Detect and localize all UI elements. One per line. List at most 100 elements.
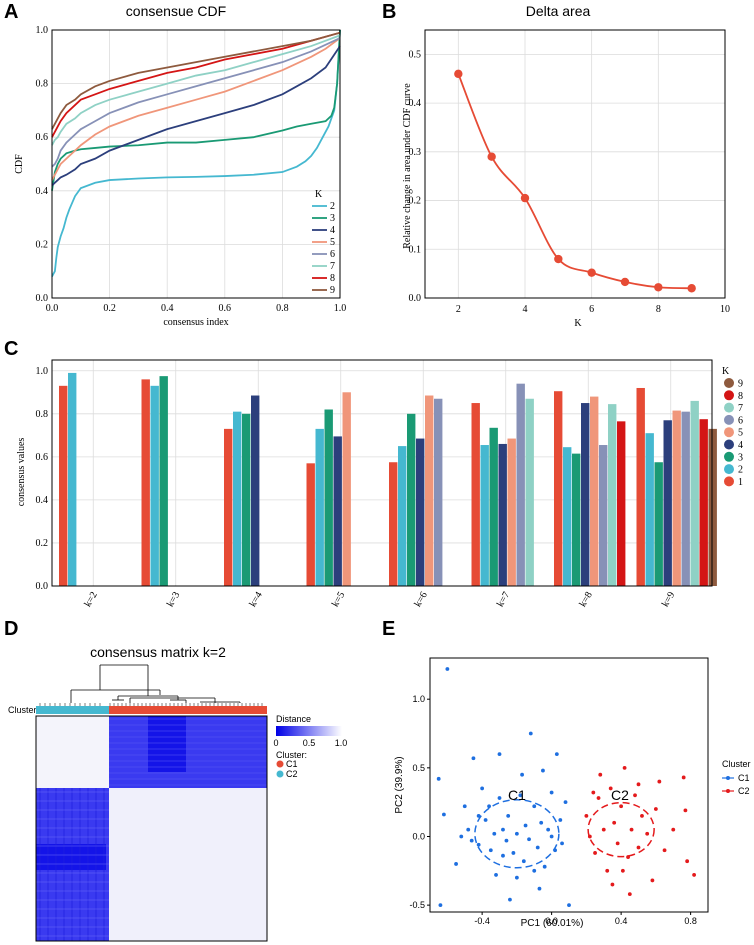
consensus-bar-k=8-cluster1 — [554, 391, 563, 586]
cdf-y-ticks: 0.0 0.2 0.4 0.6 0.8 1.0 — [36, 25, 49, 304]
consensus-legend-dot — [724, 427, 734, 438]
pca-point-c2 — [612, 820, 617, 825]
pca-y-tick: -0.5 — [409, 900, 425, 910]
consensus-bar-k=9-cluster3 — [654, 462, 663, 586]
pca-y-ticks: -0.5 0.0 0.5 1.0 — [409, 694, 430, 910]
pca-point-c1 — [542, 864, 547, 869]
pca-ellipse-c2 — [587, 801, 655, 858]
delta-point-k6 — [587, 268, 596, 277]
consensus-legend-dot — [724, 439, 734, 450]
consensus-legend-label: 1 — [738, 477, 743, 488]
consensus-bar-k=8-cluster8 — [617, 421, 626, 586]
cdf-legend-label: 3 — [330, 213, 335, 224]
delta-y-tick: 0.5 — [409, 49, 422, 60]
consensus-y-ticks: 0.0 0.2 0.4 0.6 0.8 1.0 — [36, 366, 49, 592]
consensus-bar-k=3-cluster3 — [159, 376, 168, 586]
delta-y-tick: 0.2 — [409, 196, 422, 207]
consensus-y-tick: 1.0 — [36, 366, 49, 377]
delta-ylabel: Relative change in area under CDF curve — [402, 83, 413, 249]
consensus-bar-k=7-cluster3 — [489, 427, 498, 586]
pca-point-c1 — [563, 800, 568, 805]
pca-point-c2 — [662, 848, 667, 853]
consensus-bar-k=8-cluster3 — [572, 453, 581, 586]
pca-point-c1 — [501, 827, 505, 832]
pca-ellipse-c1 — [474, 798, 560, 869]
delta-x-tick: 4 — [523, 304, 528, 315]
consensus-x-tick: k=2 — [83, 590, 100, 609]
pca-point-c1 — [532, 804, 537, 809]
pca-point-c1 — [504, 838, 509, 843]
pca-point-c2 — [681, 775, 686, 780]
delta-x-tick: 8 — [656, 304, 661, 315]
pca-chart: -0.4 0.0 0.4 0.8 -0.5 0.0 0.5 1.0 PC1 (60.01%)… — [394, 657, 751, 929]
pca-point-c1 — [436, 776, 441, 781]
consensus-bar-k=4-cluster2 — [233, 411, 242, 586]
pca-point-c2 — [685, 859, 690, 864]
pca-point-c2 — [636, 782, 641, 787]
pca-point-c2 — [596, 796, 601, 800]
cdf-line-k9 — [51, 31, 341, 130]
cdf-y-tick: 0.0 — [36, 293, 49, 304]
cdf-y-tick: 0.6 — [36, 132, 49, 143]
pca-points — [436, 667, 696, 908]
consensus-x-ticks: k=2 k=3 k=4 k=5 k=6 k=7 k=8 k=9 — [83, 590, 678, 609]
cdf-y-tick: 0.2 — [36, 239, 49, 250]
pca-frame — [429, 657, 709, 913]
pca-point-c1 — [497, 752, 502, 757]
pca-point-c2 — [633, 793, 637, 798]
consensus-ylabel: consensus values — [16, 438, 27, 507]
panel-c-label: C — [4, 338, 18, 360]
pca-point-c1 — [497, 796, 502, 800]
pca-ellipses — [474, 798, 655, 869]
pca-point-c1 — [520, 772, 524, 777]
consensus-bar-k=9-cluster2 — [645, 433, 654, 586]
panel-a-label: A — [4, 1, 18, 23]
consensus-bar-k=9-cluster1 — [636, 387, 645, 586]
pca-point-c1 — [558, 818, 563, 822]
cdf-line-k8 — [51, 31, 341, 138]
consensus-bar-k=2-cluster1 — [59, 385, 68, 586]
consensus-legend-dot — [724, 476, 734, 487]
pca-point-c2 — [671, 827, 676, 832]
consensus-bar-k=9-cluster7 — [690, 400, 699, 586]
consensus-bar-k=9-cluster5 — [672, 410, 681, 586]
consensus-chart: 0.0 0.2 0.4 0.6 0.8 1.0 k=2 k=3 k=4 k=5 k=6 k=7 k=8… — [16, 359, 743, 609]
cluster-legend-c1: C1 — [286, 759, 298, 769]
consensus-bar-k=5-cluster2 — [315, 428, 324, 586]
pca-point-c1 — [501, 853, 505, 858]
matrix-row-label: Cluster — [8, 705, 37, 715]
delta-y-tick: 0.3 — [409, 147, 422, 158]
delta-x-tick: 6 — [589, 304, 594, 315]
consensus-legend-dot — [724, 464, 734, 475]
pca-point-c2 — [605, 868, 610, 873]
cdf-line-k4 — [51, 45, 341, 187]
pca-point-c2 — [610, 882, 615, 887]
pca-point-c2 — [601, 827, 606, 832]
pca-x-ticks: -0.4 0.0 0.4 0.8 — [474, 912, 697, 926]
consensus-bar-k=4-cluster3 — [242, 413, 251, 586]
matrix-dendrogram — [39, 664, 263, 706]
delta-y-ticks: 0.0 0.1 0.2 0.3 0.4 0.5 — [409, 49, 422, 304]
consensus-legend-label: 8 — [738, 391, 743, 402]
pca-point-c2 — [653, 807, 658, 811]
consensus-legend-dot — [724, 451, 734, 462]
pca-point-c1 — [528, 731, 533, 736]
consensus-x-tick: k=4 — [248, 590, 265, 609]
pca-y-tick: 1.0 — [412, 694, 425, 704]
cdf-legend-title: K — [315, 189, 323, 200]
pca-label-c1: C1 — [508, 787, 526, 803]
consensus-bar-k=3-cluster1 — [141, 379, 150, 586]
pca-ylabel: PC2 (39.9%) — [394, 756, 405, 813]
heat-core-c1 — [148, 716, 186, 772]
pca-legend-c2-dot — [726, 789, 730, 793]
pca-legend: Cluster C1 C2 — [722, 759, 751, 796]
consensus-bar-k=8-cluster6 — [599, 445, 608, 586]
cdf-x-tick: 0.0 — [46, 303, 59, 314]
pca-point-c1 — [471, 756, 476, 761]
consensus-legend-label: 3 — [738, 452, 743, 463]
cdf-legend-label: 6 — [330, 249, 335, 260]
consensus-bar-k=3-cluster2 — [150, 385, 159, 586]
pca-point-c1 — [480, 786, 485, 791]
consensus-matrix: consensus matrix k=2 Cluster Distance 0 … — [8, 644, 347, 942]
